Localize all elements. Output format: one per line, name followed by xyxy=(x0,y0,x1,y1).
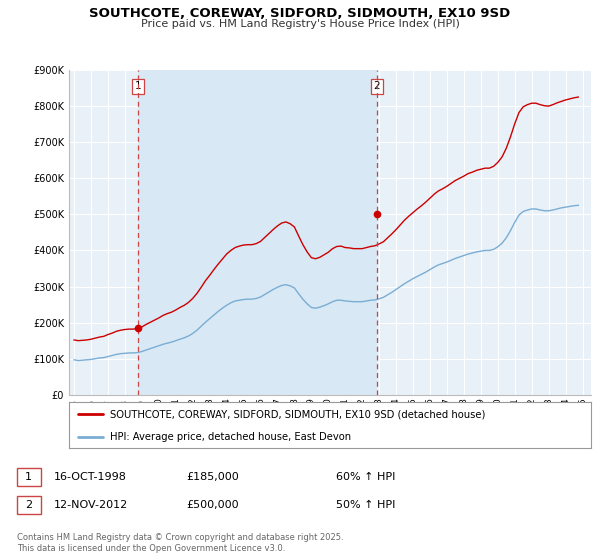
Text: £185,000: £185,000 xyxy=(186,472,239,482)
Text: £500,000: £500,000 xyxy=(186,500,239,510)
Text: 2: 2 xyxy=(374,81,380,91)
Text: 1: 1 xyxy=(135,81,142,91)
Text: 16-OCT-1998: 16-OCT-1998 xyxy=(54,472,127,482)
Text: 2: 2 xyxy=(25,500,32,510)
Text: Price paid vs. HM Land Registry's House Price Index (HPI): Price paid vs. HM Land Registry's House … xyxy=(140,19,460,29)
Bar xyxy=(139,70,377,395)
Text: 12-NOV-2012: 12-NOV-2012 xyxy=(54,500,128,510)
Text: 1: 1 xyxy=(25,472,32,482)
Text: 60% ↑ HPI: 60% ↑ HPI xyxy=(336,472,395,482)
Text: SOUTHCOTE, COREWAY, SIDFORD, SIDMOUTH, EX10 9SD: SOUTHCOTE, COREWAY, SIDFORD, SIDMOUTH, E… xyxy=(89,7,511,20)
Text: SOUTHCOTE, COREWAY, SIDFORD, SIDMOUTH, EX10 9SD (detached house): SOUTHCOTE, COREWAY, SIDFORD, SIDMOUTH, E… xyxy=(110,409,485,419)
Text: 50% ↑ HPI: 50% ↑ HPI xyxy=(336,500,395,510)
Text: HPI: Average price, detached house, East Devon: HPI: Average price, detached house, East… xyxy=(110,432,351,441)
Text: Contains HM Land Registry data © Crown copyright and database right 2025.
This d: Contains HM Land Registry data © Crown c… xyxy=(17,533,343,553)
